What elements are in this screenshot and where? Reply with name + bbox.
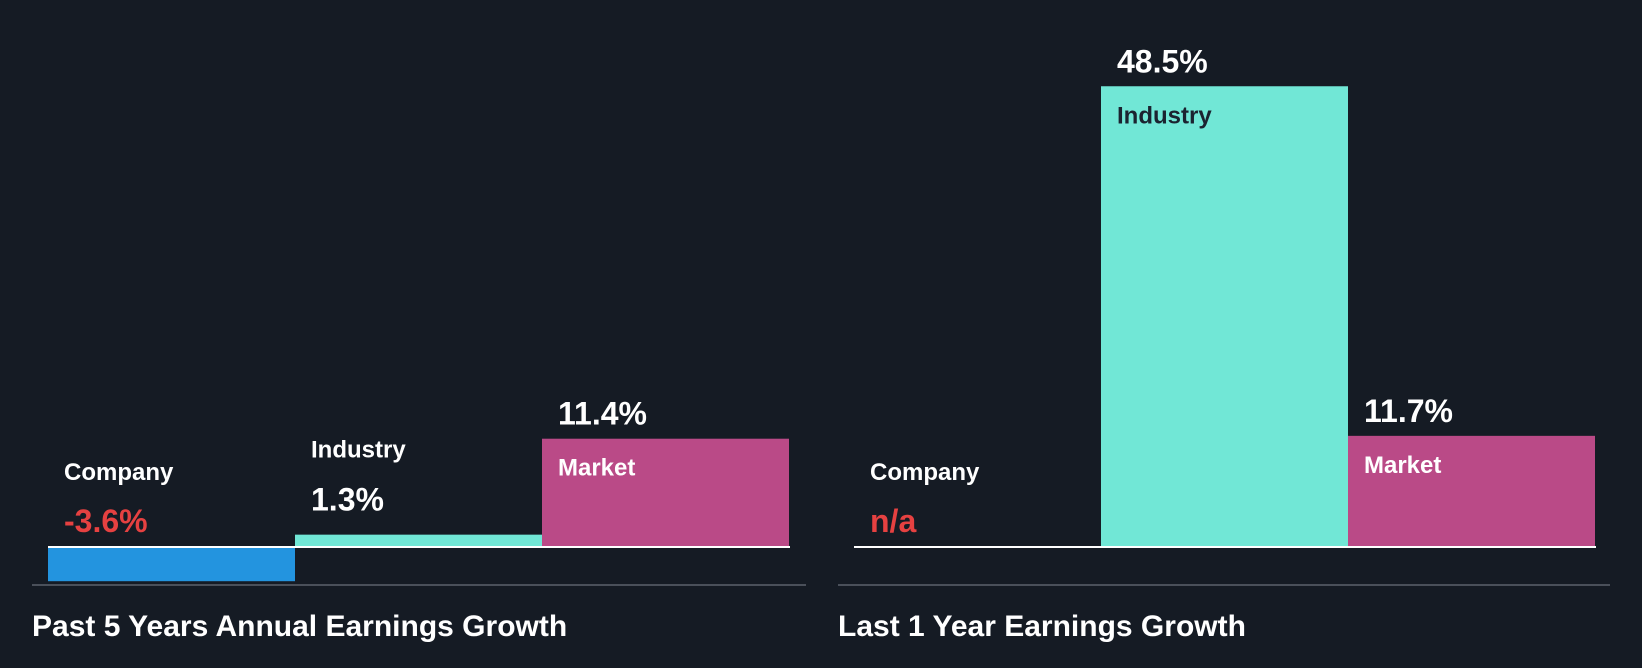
past-5y-company-value-label: -3.6% <box>64 503 148 539</box>
last-1y-market-value-label: 11.7% <box>1364 393 1453 429</box>
past-5y-chart-title: Past 5 Years Annual Earnings Growth <box>32 610 567 643</box>
last-1y-market-category-label: Market <box>1364 452 1441 479</box>
last-1y-company-value-label: n/a <box>870 503 916 539</box>
past-5y-market-category-label: Market <box>558 455 635 482</box>
past-5y-company-bar <box>48 547 295 582</box>
past-5y-market-bar <box>542 438 789 547</box>
last-1y-industry-bar <box>1101 86 1348 547</box>
past-5y-industry-value-label: 1.3% <box>311 482 384 518</box>
last-1y-industry-value-label: 48.5% <box>1117 43 1208 79</box>
past-5y-industry-category-label: Industry <box>311 437 406 464</box>
last-1y-company-category-label: Company <box>870 459 980 486</box>
past-5y-market-value-label: 11.4% <box>558 396 647 432</box>
past-5y-company-category-label: Company <box>64 459 174 486</box>
last-1y-chart-title: Last 1 Year Earnings Growth <box>838 610 1246 643</box>
last-1y-market-bar <box>1348 435 1595 547</box>
last-1y-industry-category-label: Industry <box>1117 102 1212 129</box>
past-5y-industry-bar <box>295 534 542 547</box>
